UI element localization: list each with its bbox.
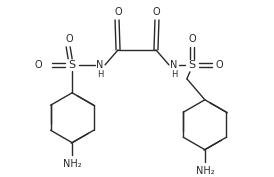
Text: H: H bbox=[171, 70, 177, 79]
Text: O: O bbox=[35, 60, 42, 70]
Text: O: O bbox=[215, 60, 223, 70]
Text: O: O bbox=[152, 7, 160, 17]
Text: NH₂: NH₂ bbox=[196, 166, 214, 176]
Text: NH₂: NH₂ bbox=[63, 159, 81, 169]
Text: O: O bbox=[114, 7, 122, 17]
Text: S: S bbox=[188, 60, 195, 70]
Text: H: H bbox=[97, 70, 103, 79]
Text: S: S bbox=[68, 60, 76, 70]
Text: N: N bbox=[96, 60, 104, 70]
Text: N: N bbox=[170, 60, 178, 70]
Text: O: O bbox=[65, 34, 73, 44]
Text: O: O bbox=[188, 34, 196, 44]
